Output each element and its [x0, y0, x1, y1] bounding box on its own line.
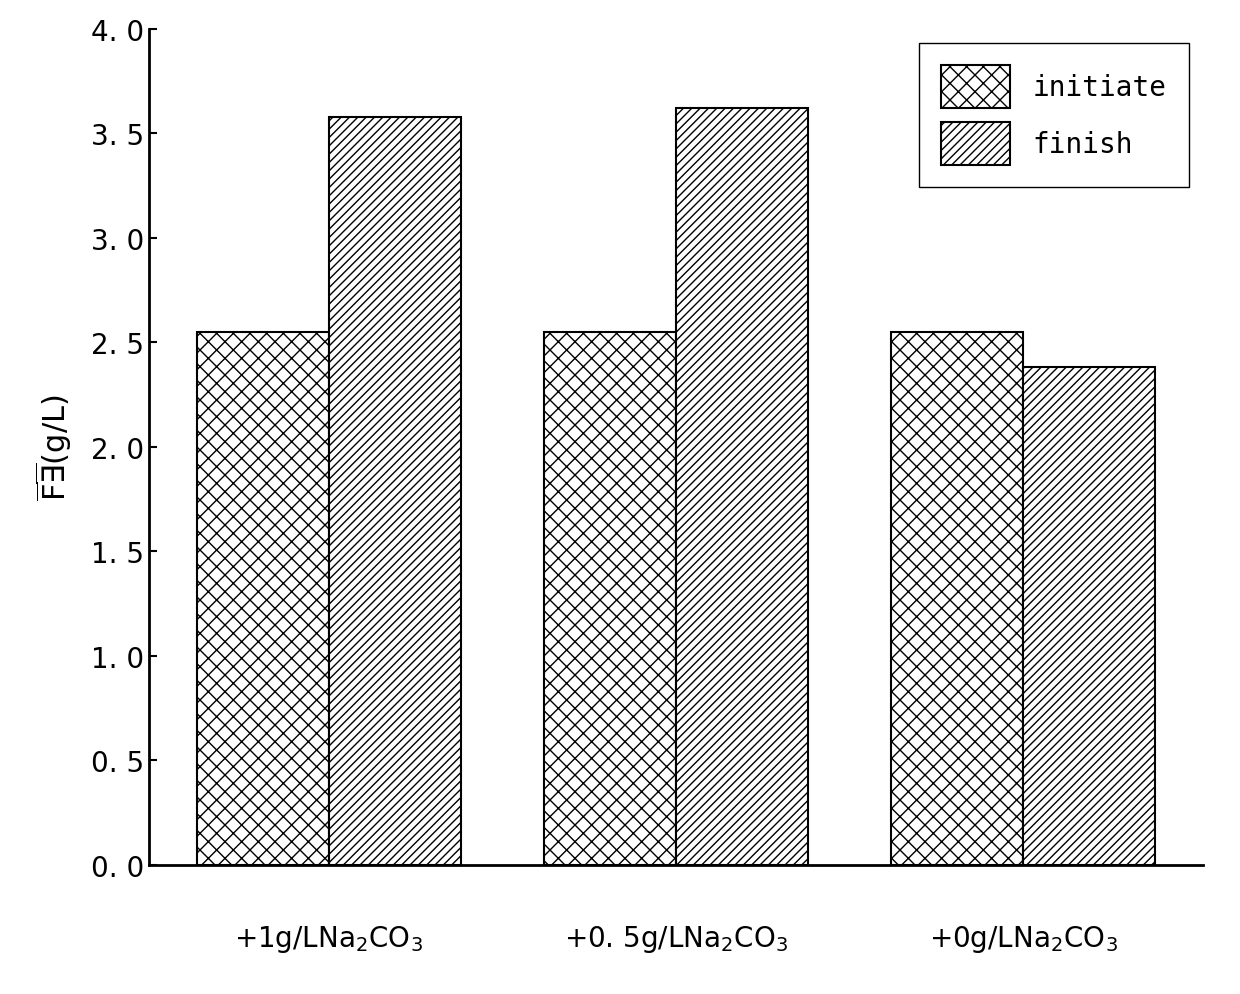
Bar	[329, 117, 460, 865]
Y-axis label: $\rm \overline{F}\overline{\exists}(g/L)$: $\rm \overline{F}\overline{\exists}(g/L)…	[33, 394, 74, 501]
Text: +0g/LNa$_2$CO$_3$: +0g/LNa$_2$CO$_3$	[929, 923, 1117, 954]
Bar	[892, 332, 1023, 865]
Bar	[197, 332, 329, 865]
Text: +1g/LNa$_2$CO$_3$: +1g/LNa$_2$CO$_3$	[234, 923, 423, 954]
Bar	[544, 332, 676, 865]
Bar	[1023, 368, 1154, 865]
Bar	[676, 109, 807, 865]
Legend: initiate, finish: initiate, finish	[919, 44, 1189, 188]
Text: +0. 5g/LNa$_2$CO$_3$: +0. 5g/LNa$_2$CO$_3$	[564, 923, 787, 954]
